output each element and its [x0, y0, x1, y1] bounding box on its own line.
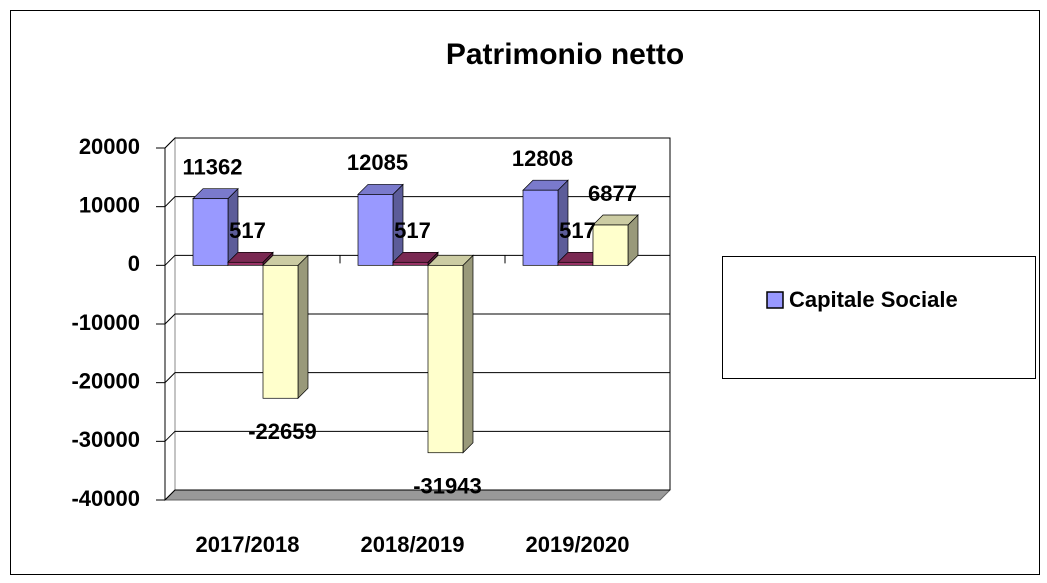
x-tick-label: 2018/2019: [361, 532, 465, 557]
data-label: 12808: [512, 146, 573, 171]
grid-line: [164, 489, 670, 501]
data-label: -22659: [248, 419, 317, 444]
bar: [522, 189, 559, 266]
legend-label: Capitale Sociale: [789, 287, 958, 312]
legend-swatch: [766, 291, 784, 309]
bar: [357, 194, 394, 266]
y-tick-label: -30000: [71, 427, 140, 452]
data-label: 12085: [347, 150, 408, 175]
bar: [392, 261, 429, 266]
grid-line: [164, 430, 670, 442]
grid-line: [164, 372, 670, 384]
bar-side: [462, 254, 474, 454]
bar: [262, 264, 299, 399]
y-tick-label: 10000: [79, 192, 140, 217]
x-tick-label: 2017/2018: [196, 532, 300, 557]
grid-line: [164, 313, 670, 325]
data-label: 517: [229, 218, 266, 243]
y-tick-label: 0: [128, 251, 140, 276]
y-tick-label: -40000: [71, 486, 140, 511]
bar: [592, 224, 629, 266]
bar-side: [297, 254, 309, 400]
grid-line: [164, 137, 670, 149]
data-label: 517: [394, 218, 431, 243]
grid-line: [164, 196, 670, 208]
y-tick-label: 20000: [79, 134, 140, 159]
data-label: 517: [559, 218, 596, 243]
bar: [427, 264, 464, 454]
legend-box: [722, 256, 1036, 379]
x-tick-label: 2019/2020: [526, 532, 630, 557]
data-label: 11362: [183, 154, 243, 179]
y-tick-label: -20000: [71, 368, 140, 393]
bar: [557, 261, 594, 266]
data-label: -31943: [413, 474, 482, 499]
chart-title: Patrimonio netto: [446, 38, 684, 71]
bar: [227, 261, 264, 266]
y-tick-label: -10000: [71, 310, 140, 335]
data-label: 6877: [588, 181, 637, 206]
bar: [192, 198, 229, 266]
